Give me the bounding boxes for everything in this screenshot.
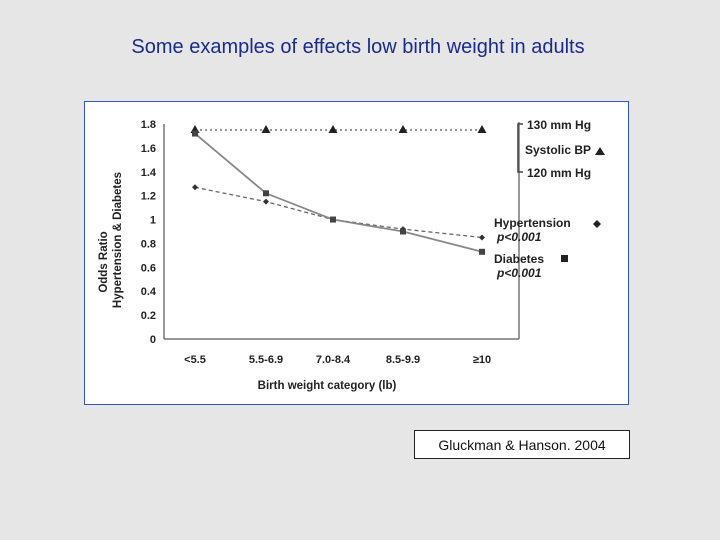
- legend-bp-label: Systolic BP: [525, 143, 591, 157]
- y-tick-label: 0: [150, 334, 156, 346]
- data-point-diabetes: [192, 130, 198, 137]
- legend-hypertension-marker: [593, 220, 601, 228]
- legend-bp-top: 130 mm Hg: [527, 118, 591, 132]
- data-point-diabetes: [479, 248, 485, 255]
- series-line-hypertension: [194, 186, 483, 239]
- slide-title: Some examples of effects low birth weigh…: [131, 36, 585, 58]
- legend-bp-bottom: 120 mm Hg: [527, 166, 591, 180]
- data-point-systolic-bp: [398, 124, 408, 133]
- y-tick-label: 0.4: [141, 286, 157, 298]
- data-point-systolic-bp: [261, 124, 271, 133]
- x-axis-title: Birth weight category (lb): [258, 380, 397, 392]
- y-tick-label: 1: [150, 215, 156, 227]
- citation: Gluckman & Hanson. 2004: [414, 430, 630, 459]
- x-tick-label: 8.5-9.9: [386, 354, 420, 366]
- chart-frame: Odds Ratio Hypertension & Diabetes Birth…: [84, 101, 629, 405]
- series-line-diabetes: [194, 132, 483, 253]
- y-tick-label: 1.6: [141, 143, 156, 155]
- data-point-diabetes: [330, 216, 336, 223]
- y-tick-label: 1.2: [141, 191, 156, 203]
- x-tick-label: 7.0-8.4: [316, 354, 351, 366]
- data-point-hypertension: [192, 184, 198, 191]
- legend-hypertension-p: p<0.001: [496, 230, 542, 244]
- data-point-diabetes: [263, 190, 269, 197]
- bp-bracket: [517, 123, 523, 173]
- y-axis-subtitle: Hypertension & Diabetes: [112, 172, 124, 308]
- y-axis-title: Odds Ratio: [98, 231, 110, 292]
- data-point-systolic-bp: [477, 124, 487, 133]
- y-tick-label: 1.4: [141, 167, 157, 179]
- legend-hypertension-label: Hypertension: [494, 216, 571, 230]
- data-point-systolic-bp: [328, 124, 338, 133]
- legend-diabetes-label: Diabetes: [494, 252, 544, 266]
- data-point-diabetes: [400, 228, 406, 235]
- y-tick-label: 0.6: [141, 262, 156, 274]
- x-tick-label: ≥10: [473, 354, 491, 366]
- y-tick-label: 1.8: [141, 119, 156, 131]
- x-tick-label: 5.5-6.9: [249, 354, 283, 366]
- data-point-hypertension: [479, 234, 485, 241]
- data-point-hypertension: [263, 198, 269, 205]
- x-tick-label: <5.5: [184, 354, 206, 366]
- y-tick-label: 0.8: [141, 238, 156, 250]
- y-tick-label: 0.2: [141, 310, 156, 322]
- odds-ratio-chart: Odds Ratio Hypertension & Diabetes Birth…: [98, 118, 605, 392]
- legend-diabetes-p: p<0.001: [496, 266, 542, 280]
- legend-bp-marker: [595, 147, 605, 155]
- legend-diabetes-marker: [561, 255, 568, 262]
